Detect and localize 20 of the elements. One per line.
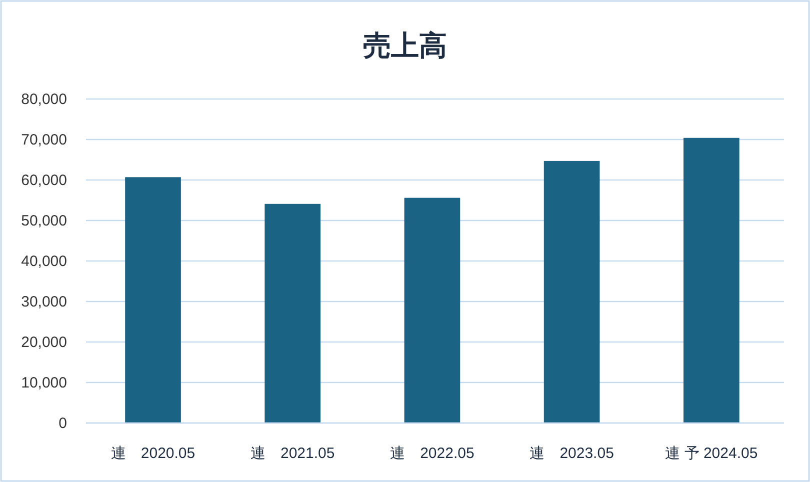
y-tick-label: 20,000: [21, 334, 67, 351]
bar: [264, 204, 321, 423]
y-tick-label: 30,000: [21, 294, 67, 310]
y-tick-label: 0: [58, 415, 67, 432]
y-tick-label: 70,000: [21, 132, 67, 148]
y-tick-label: 40,000: [21, 253, 67, 270]
y-tick-label: 80,000: [21, 91, 67, 108]
x-tick-label: 連 2021.05: [250, 445, 335, 462]
bar: [683, 138, 740, 423]
y-tick-label: 10,000: [21, 374, 67, 392]
x-tick-label: 連 予 2024.05: [665, 445, 758, 462]
x-tick-label: 連 2023.05: [530, 445, 614, 462]
chart-title: 売上高: [363, 30, 447, 61]
bar: [544, 160, 600, 423]
y-tick-label: 60,000: [21, 172, 67, 189]
y-tick-label: 50,000: [21, 212, 67, 230]
x-tick-label: 連 2020.05: [110, 445, 196, 462]
bar: [404, 198, 460, 423]
bar: [125, 177, 181, 423]
x-tick-label: 連 2022.05: [390, 445, 474, 462]
